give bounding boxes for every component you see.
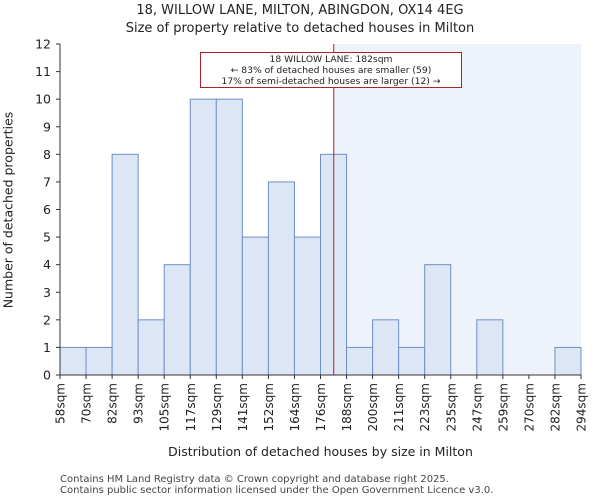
x-tick-label: 270sqm — [522, 383, 536, 431]
x-tick-label: 294sqm — [575, 383, 589, 431]
x-tick-label: 211sqm — [392, 383, 406, 431]
x-tick-label: 235sqm — [444, 383, 458, 431]
histogram-bar — [267, 181, 295, 376]
annotation-smaller-share: ← 83% of detached houses are smaller (59… — [230, 65, 432, 76]
x-tick-label: 117sqm — [184, 383, 198, 431]
histogram-bar — [293, 236, 322, 376]
y-tick-label: 3 — [43, 285, 51, 300]
y-tick-label: 0 — [43, 368, 51, 383]
y-tick-label: 9 — [43, 119, 51, 134]
histogram-bar — [346, 346, 374, 376]
y-tick-label: 7 — [43, 174, 51, 189]
y-axis-label: Number of detached properties — [0, 111, 16, 309]
x-tick-label: 164sqm — [288, 383, 302, 431]
y-tick-label: 10 — [35, 92, 51, 107]
x-tick-label: 105sqm — [158, 383, 172, 431]
x-tick-label: 176sqm — [314, 383, 328, 431]
y-tick-label: 1 — [43, 340, 51, 355]
histogram-bar — [215, 98, 243, 376]
x-axis-label: Distribution of detached houses by size … — [168, 444, 473, 459]
x-tick-label: 188sqm — [340, 383, 354, 431]
histogram-bar — [398, 346, 426, 376]
x-tick-label: 259sqm — [496, 383, 510, 431]
x-tick-label: 200sqm — [366, 383, 380, 431]
x-tick-label: 82sqm — [106, 383, 120, 424]
x-tick-label: 129sqm — [210, 383, 224, 431]
x-tick-label: 152sqm — [262, 383, 276, 431]
y-tick-label: 5 — [43, 230, 51, 245]
histogram-bar — [241, 236, 269, 376]
x-tick-label: 247sqm — [470, 383, 484, 431]
annotation-larger-share: 17% of semi-detached houses are larger (… — [221, 76, 441, 87]
property-annotation-box: 18 WILLOW LANE: 182sqm ← 83% of detached… — [200, 52, 462, 88]
footer-licence: Contains public sector information licen… — [60, 485, 494, 496]
x-tick-label: 58sqm — [54, 383, 68, 424]
y-tick-label: 11 — [35, 64, 51, 79]
x-tick-label: 141sqm — [236, 383, 250, 431]
histogram-bar — [137, 319, 165, 376]
histogram-bar — [424, 264, 452, 376]
histogram-bar — [59, 346, 87, 376]
histogram-bar — [476, 319, 504, 376]
histogram-bar — [189, 98, 217, 376]
x-tick-label: 93sqm — [132, 383, 146, 424]
x-tick-label: 70sqm — [80, 383, 94, 424]
x-tick-label: 223sqm — [418, 383, 432, 431]
histogram-bar — [372, 319, 400, 376]
y-tick-label: 4 — [43, 257, 51, 272]
y-tick-label: 12 — [35, 37, 51, 52]
y-tick-label: 8 — [43, 147, 51, 162]
annotation-property-size: 18 WILLOW LANE: 182sqm — [269, 54, 393, 65]
x-tick-label: 282sqm — [548, 383, 562, 431]
histogram-bar — [163, 264, 191, 376]
histogram-bar — [554, 346, 582, 376]
highlight-region — [333, 44, 581, 375]
chart-title: 18, WILLOW LANE, MILTON, ABINGDON, OX14 … — [136, 3, 464, 18]
histogram-bar — [85, 346, 113, 376]
footer-copyright: Contains HM Land Registry data © Crown c… — [60, 474, 449, 485]
chart-subtitle: Size of property relative to detached ho… — [125, 21, 475, 36]
y-tick-label: 6 — [43, 202, 51, 217]
histogram-bar — [111, 153, 139, 376]
y-tick-label: 2 — [43, 312, 51, 327]
